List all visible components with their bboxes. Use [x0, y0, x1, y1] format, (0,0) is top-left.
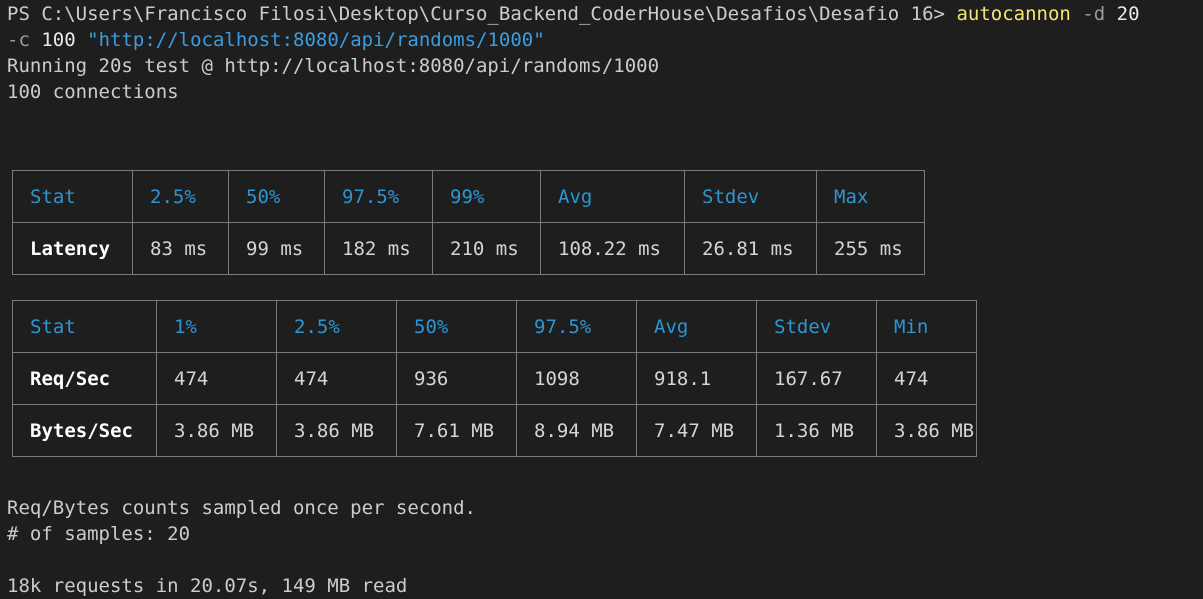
- throughput-cell: 167.67: [756, 352, 877, 405]
- connections-line: 100 connections: [7, 81, 179, 103]
- latency-header-cell: 99%: [432, 170, 541, 223]
- flag-c-value: 100: [41, 29, 76, 51]
- samples-count: # of samples: 20: [7, 523, 191, 545]
- latency-header-cell: Stat: [12, 170, 133, 223]
- throughput-header-cell: Stat: [12, 300, 157, 353]
- throughput-row-label: Req/Sec: [12, 352, 157, 405]
- throughput-header-cell: Min: [876, 300, 977, 353]
- latency-cell: 99 ms: [228, 222, 325, 275]
- latency-header-cell: Max: [816, 170, 925, 223]
- throughput-cell: 936: [396, 352, 517, 405]
- latency-cell: 26.81 ms: [684, 222, 817, 275]
- summary-line: 18k requests in 20.07s, 149 MB read: [7, 575, 408, 597]
- throughput-header-cell: 50%: [396, 300, 517, 353]
- running-line: Running 20s test @ http://localhost:8080…: [7, 55, 660, 77]
- throughput-cell: 3.86 MB: [276, 404, 397, 457]
- flag-d: -d: [1082, 3, 1106, 25]
- latency-header-row: Stat 2.5% 50% 97.5% 99% Avg Stdev Max: [12, 170, 925, 223]
- command-line-2: -c 100 "http://localhost:8080/api/random…: [7, 27, 545, 53]
- throughput-table: Stat 1% 2.5% 50% 97.5% Avg Stdev Min Req/Sec 474 4…: [12, 300, 977, 457]
- url-argument: "http://localhost:8080/api/randoms/1000": [87, 29, 545, 51]
- throughput-row: Bytes/Sec 3.86 MB 3.86 MB 7.61 MB 8.94 MB 7.4…: [12, 404, 977, 457]
- latency-row: Latency 83 ms 99 ms 182 ms 210 ms 108.22 ms 26…: [12, 222, 925, 275]
- throughput-cell: 3.86 MB: [876, 404, 977, 457]
- throughput-cell: 474: [156, 352, 277, 405]
- throughput-cell: 474: [876, 352, 977, 405]
- throughput-header-cell: 97.5%: [516, 300, 637, 353]
- throughput-cell: 7.61 MB: [396, 404, 517, 457]
- command-name: autocannon: [956, 3, 1071, 25]
- latency-cell: 83 ms: [132, 222, 229, 275]
- throughput-header-cell: Avg: [636, 300, 757, 353]
- latency-cell: 255 ms: [816, 222, 925, 275]
- throughput-cell: 1098: [516, 352, 637, 405]
- latency-row-label: Latency: [12, 222, 133, 275]
- flag-c: -c: [7, 29, 30, 51]
- throughput-header-row: Stat 1% 2.5% 50% 97.5% Avg Stdev Min: [12, 300, 977, 353]
- throughput-cell: 474: [276, 352, 397, 405]
- throughput-cell: 8.94 MB: [516, 404, 637, 457]
- latency-cell: 182 ms: [324, 222, 433, 275]
- latency-header-cell: Avg: [540, 170, 685, 223]
- latency-header-cell: 2.5%: [132, 170, 229, 223]
- latency-header-cell: 97.5%: [324, 170, 433, 223]
- throughput-row-label: Bytes/Sec: [12, 404, 157, 457]
- throughput-header-cell: 1%: [156, 300, 277, 353]
- latency-header-cell: 50%: [228, 170, 325, 223]
- throughput-cell: 7.47 MB: [636, 404, 757, 457]
- throughput-header-cell: Stdev: [756, 300, 877, 353]
- throughput-cell: 918.1: [636, 352, 757, 405]
- prompt-text: PS C:\Users\Francisco Filosi\Desktop\Cur…: [7, 3, 945, 25]
- command-line-1: PS C:\Users\Francisco Filosi\Desktop\Cur…: [7, 1, 1140, 27]
- throughput-row: Req/Sec 474 474 936 1098 918.1 167.67 474: [12, 352, 977, 405]
- flag-d-value: 20: [1116, 3, 1140, 25]
- throughput-header-cell: 2.5%: [276, 300, 397, 353]
- sampled-note: Req/Bytes counts sampled once per second…: [7, 497, 476, 519]
- latency-table: Stat 2.5% 50% 97.5% 99% Avg Stdev Max Latency 83 …: [12, 170, 925, 275]
- throughput-cell: 3.86 MB: [156, 404, 277, 457]
- latency-cell: 210 ms: [432, 222, 541, 275]
- latency-cell: 108.22 ms: [540, 222, 685, 275]
- throughput-cell: 1.36 MB: [756, 404, 877, 457]
- latency-header-cell: Stdev: [684, 170, 817, 223]
